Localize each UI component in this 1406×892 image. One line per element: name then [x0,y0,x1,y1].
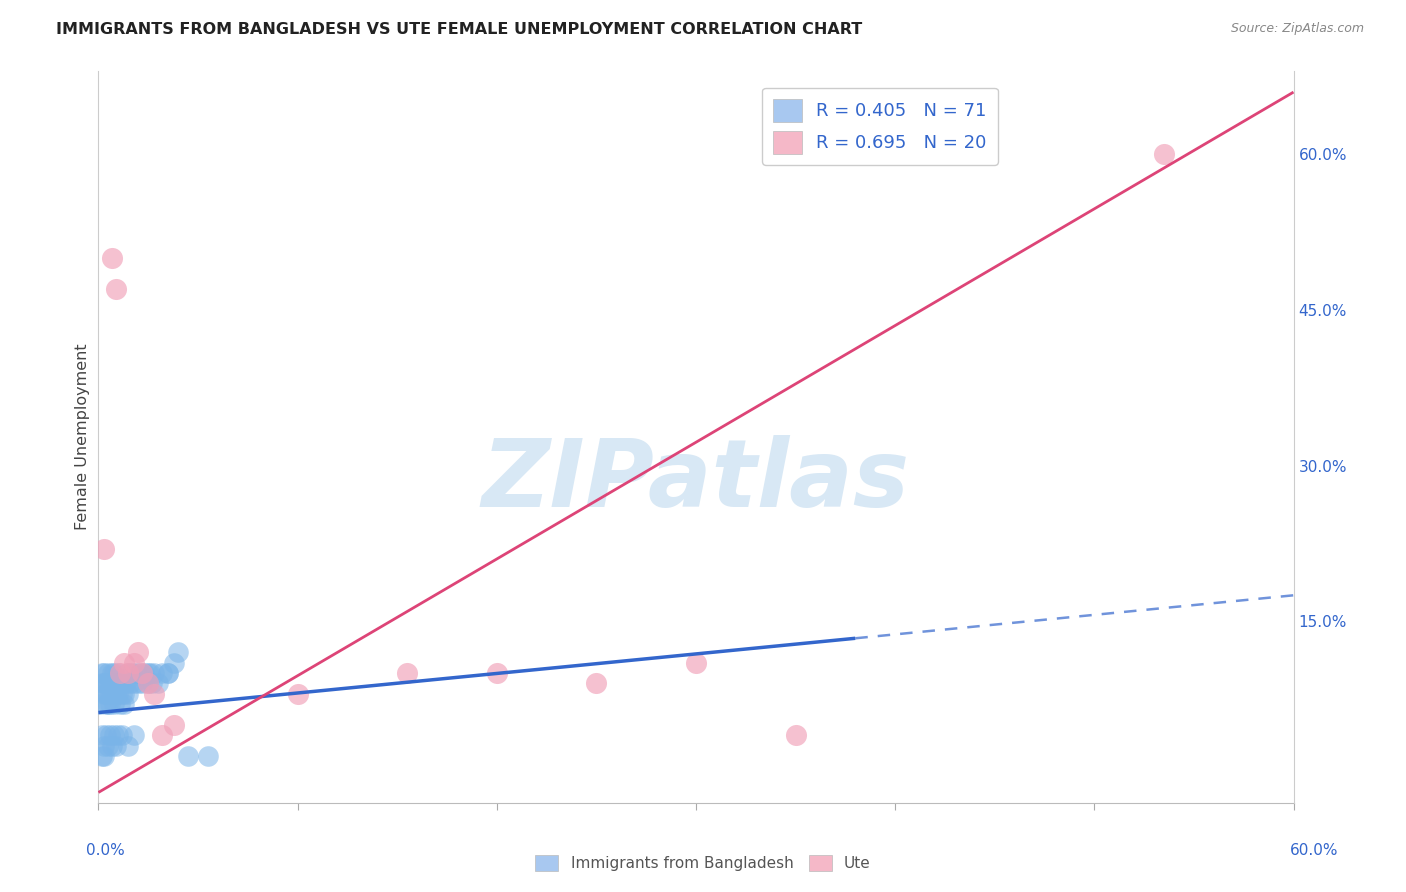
Point [107,676,129,690]
Point [685,656,707,670]
Point [143,666,166,681]
Point [91,676,114,690]
Point [111,728,134,742]
Point [112,687,135,701]
Point [98,698,122,712]
Point [105,676,128,690]
Point [98,687,122,701]
Point [103,698,125,712]
Point [136,666,159,681]
Point [91,666,114,681]
Point [287,687,309,701]
Point [157,666,180,681]
Point [103,728,125,742]
Point [111,687,134,701]
Point [101,739,124,753]
Point [131,676,153,690]
Point [91,728,114,742]
Legend: Immigrants from Bangladesh, Ute: Immigrants from Bangladesh, Ute [530,849,876,877]
Point [98,728,122,742]
Point [157,666,180,681]
Point [93,541,115,556]
Point [134,666,156,681]
Point [148,676,170,690]
Point [93,749,115,764]
Point [101,687,124,701]
Point [96,687,118,701]
Point [163,718,186,732]
Point [150,666,173,681]
Point [121,666,143,681]
Point [96,698,118,712]
Point [129,666,152,681]
Point [93,676,115,690]
Point [93,666,115,681]
Point [103,687,125,701]
Point [785,728,807,742]
Point [96,728,118,742]
Legend: R = 0.405   N = 71, R = 0.695   N = 20: R = 0.405 N = 71, R = 0.695 N = 20 [762,87,998,165]
Point [107,728,129,742]
Point [101,676,124,690]
Point [101,251,124,265]
Point [111,676,134,690]
Point [107,687,129,701]
Point [93,687,115,701]
Point [131,666,153,681]
Point [125,666,148,681]
Point [107,666,129,681]
Point [101,666,124,681]
Point [97,739,120,753]
Y-axis label: Female Unemployment: Female Unemployment [75,343,90,531]
Point [117,739,139,753]
Point [91,749,114,764]
Point [97,676,120,690]
Point [117,666,139,681]
Point [98,676,122,690]
Point [585,676,607,690]
Point [105,282,128,296]
Point [124,728,146,742]
Point [112,656,135,670]
Point [112,698,135,712]
Point [127,676,149,690]
Point [115,676,138,690]
Point [97,666,120,681]
Point [105,739,128,753]
Point [97,698,120,712]
Point [396,666,419,681]
Point [110,666,132,681]
Point [124,656,146,670]
Point [177,749,200,764]
Text: IMMIGRANTS FROM BANGLADESH VS UTE FEMALE UNEMPLOYMENT CORRELATION CHART: IMMIGRANTS FROM BANGLADESH VS UTE FEMALE… [56,22,862,37]
Point [96,676,118,690]
Text: Source: ZipAtlas.com: Source: ZipAtlas.com [1230,22,1364,36]
Point [117,687,139,701]
Point [110,698,132,712]
Text: ZIPatlas: ZIPatlas [482,435,910,527]
Text: 60.0%: 60.0% [1291,843,1339,858]
Point [120,676,142,690]
Point [197,749,219,764]
Point [136,676,159,690]
Point [105,687,128,701]
Point [167,645,190,659]
Point [124,676,146,690]
Text: 0.0%: 0.0% [86,843,125,858]
Point [150,728,173,742]
Point [127,645,149,659]
Point [1153,147,1175,161]
Point [93,739,115,753]
Point [163,656,186,670]
Point [485,666,508,681]
Point [97,687,120,701]
Point [89,698,111,712]
Point [141,676,163,690]
Point [136,676,159,690]
Point [117,666,139,681]
Point [103,666,125,681]
Point [110,676,132,690]
Point [143,687,166,701]
Point [139,666,162,681]
